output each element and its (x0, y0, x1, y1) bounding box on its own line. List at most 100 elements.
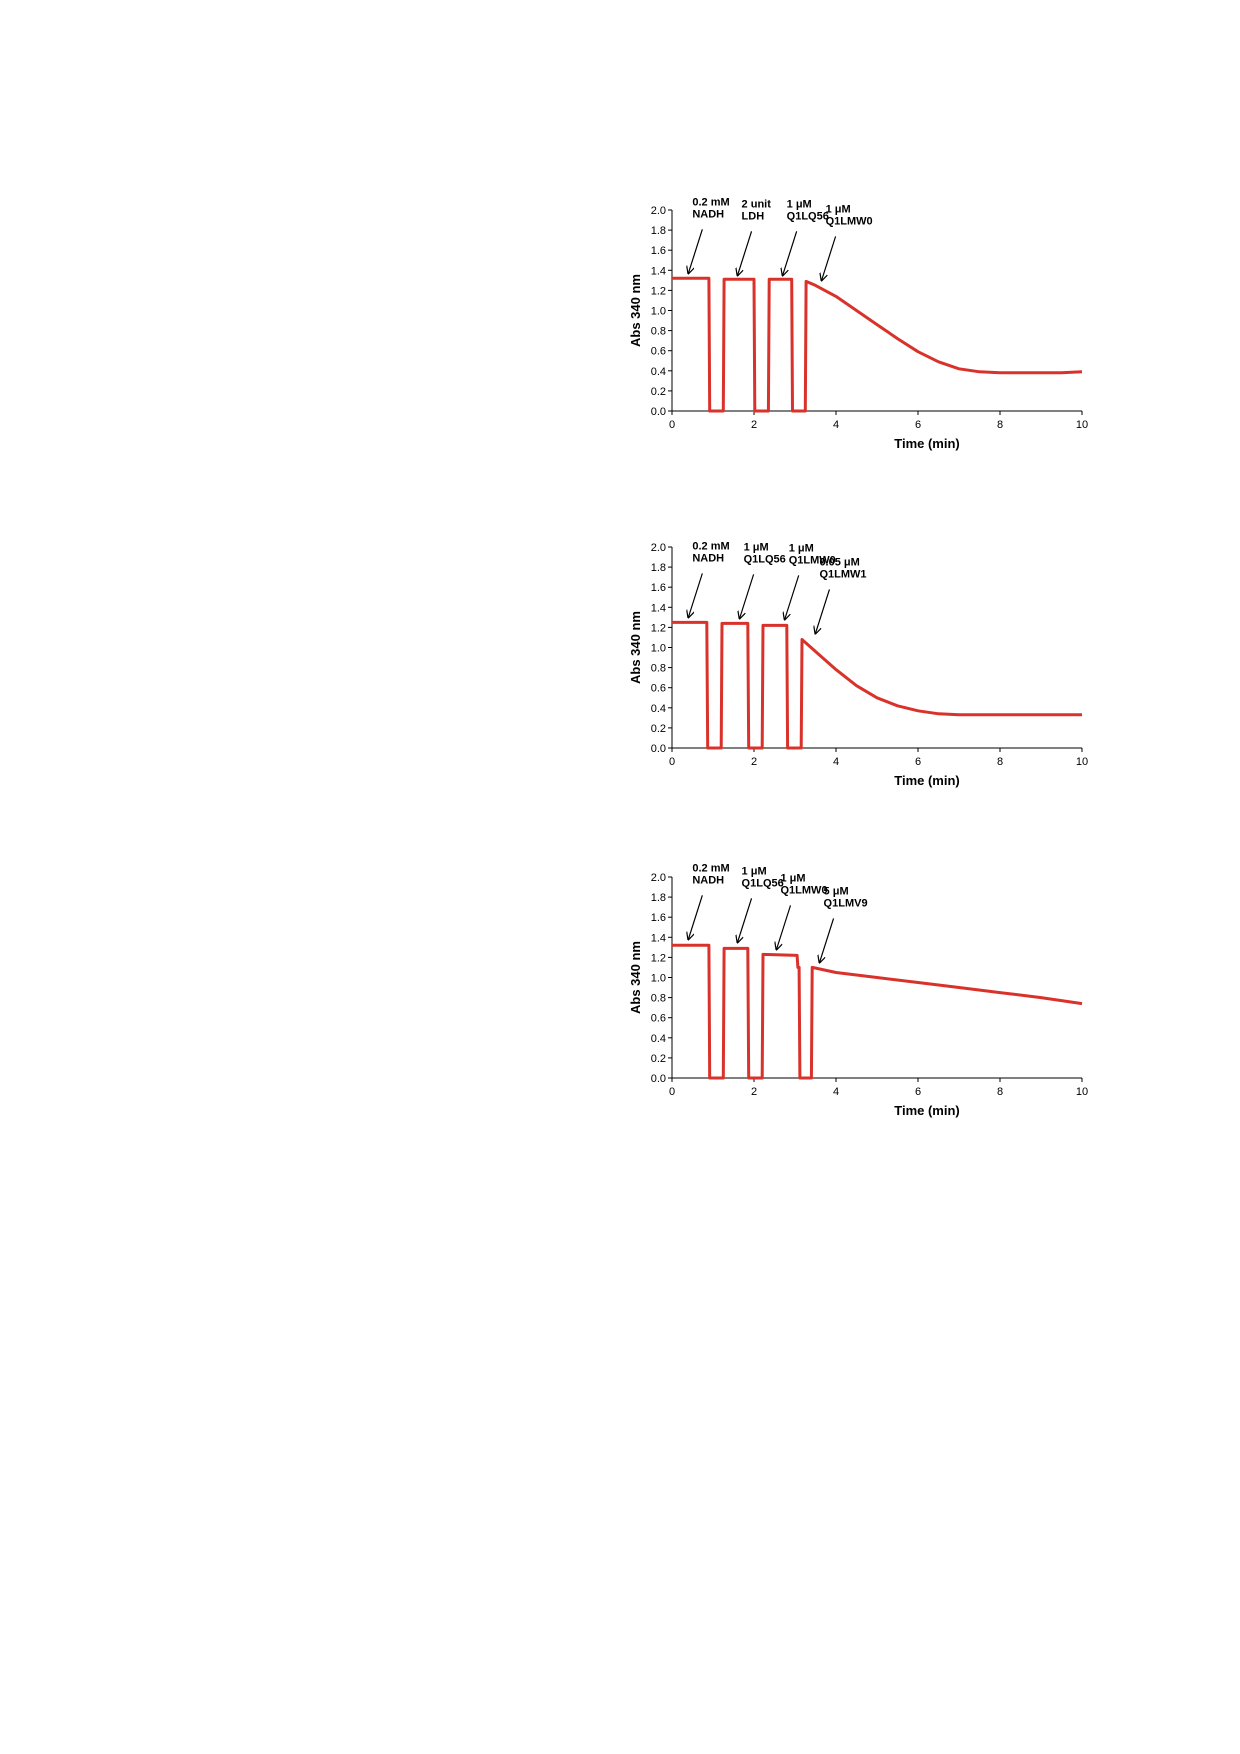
annotation-arrow (777, 905, 792, 949)
x-tick-label: 0 (669, 419, 675, 431)
y-axis-title: Abs 340 nm (628, 941, 643, 1014)
x-tick-label: 6 (915, 1086, 921, 1098)
x-tick-label: 0 (669, 756, 675, 768)
y-tick-label: 0.0 (651, 743, 666, 755)
y-tick-label: 1.6 (651, 912, 666, 924)
y-axis-title: Abs 340 nm (628, 611, 643, 684)
absorbance-trace (672, 943, 1083, 1080)
y-tick-label: 1.0 (651, 643, 666, 655)
y-tick-label: 1.4 (651, 265, 666, 277)
annotation-arrow (740, 574, 755, 618)
annotation-arrow (738, 231, 753, 275)
x-tick-label: 6 (915, 419, 921, 431)
chart-2-svg: 0.0 0.2 0.4 0.6 0.8 1.0 1.2 1.4 1.6 1.8 2.0 0 2 4 6 8 10… (628, 540, 1088, 788)
annotation-label: 0.2 mM (692, 196, 729, 208)
annotation-arrow (820, 918, 835, 962)
y-tick-label: 2.0 (651, 205, 666, 217)
annotation-arrow (783, 231, 798, 275)
chart-1-svg: 0.0 0.2 0.4 0.6 0.8 1.0 1.2 1.4 1.6 1.8 2.0 0 2 4 6 8 10… (628, 196, 1088, 451)
chart-3-svg: 0.0 0.2 0.4 0.6 0.8 1.0 1.2 1.4 1.6 1.8 2.0 0 2 4 6 8 10… (628, 862, 1088, 1118)
y-tick-label: 1.8 (651, 892, 666, 904)
x-axis-title: Time (min) (894, 1103, 960, 1118)
y-tick-label: 0.0 (651, 406, 666, 418)
y-tick-label: 0.6 (651, 683, 666, 695)
annotation-label: Q1LMW0 (781, 884, 828, 896)
y-tick-label: 1.4 (651, 602, 666, 614)
y-tick-label: 1.4 (651, 932, 666, 944)
annotation-label: 1 μM (744, 541, 769, 553)
annotation-label: Q1LMV9 (824, 897, 868, 909)
x-tick-label: 4 (833, 756, 839, 768)
annotation-label: 2 unit (742, 198, 772, 210)
x-tick-label: 2 (751, 756, 757, 768)
x-tick-label: 8 (997, 1086, 1003, 1098)
x-axis-title: Time (min) (894, 773, 960, 788)
annotation-arrow (688, 895, 703, 939)
annotation-label: Q1LQ56 (744, 553, 786, 565)
y-tick-label: 2.0 (651, 872, 666, 884)
y-tick-label: 0.6 (651, 346, 666, 358)
annotation-label: 1 μM (781, 872, 806, 884)
annotation-label: NADH (692, 552, 724, 564)
y-tick-label: 1.0 (651, 306, 666, 318)
y-tick-label: 0.6 (651, 1013, 666, 1025)
x-tick-label: 6 (915, 756, 921, 768)
annotation-label: NADH (692, 874, 724, 886)
y-tick-label: 1.2 (651, 622, 666, 634)
x-tick-label: 8 (997, 756, 1003, 768)
y-tick-label: 1.2 (651, 952, 666, 964)
y-tick-label: 1.2 (651, 285, 666, 297)
y-axis-title: Abs 340 nm (628, 274, 643, 347)
annotation-label: LDH (742, 210, 765, 222)
x-tick-label: 10 (1076, 756, 1088, 768)
annotation-label: Q1LQ56 (787, 210, 829, 222)
y-tick-label: 0.2 (651, 1053, 666, 1065)
y-tick-label: 1.6 (651, 582, 666, 594)
annotation-label: Q1LMW1 (819, 568, 866, 580)
annotation-label: NADH (692, 208, 724, 220)
y-tick-label: 0.2 (651, 723, 666, 735)
x-tick-label: 10 (1076, 419, 1088, 431)
y-tick-label: 0.4 (651, 366, 666, 378)
annotation-label: Q1LQ56 (742, 877, 784, 889)
annotation-arrow (688, 229, 703, 273)
annotation-label: Q1LMW0 (789, 554, 836, 566)
y-tick-label: 0.2 (651, 386, 666, 398)
annotation-label: 0.2 mM (692, 862, 729, 874)
y-tick-label: 1.0 (651, 973, 666, 985)
annotation-label: Q1LMW0 (826, 215, 873, 227)
y-tick-label: 1.8 (651, 562, 666, 574)
annotation-arrow (822, 236, 837, 280)
x-axis-title: Time (min) (894, 436, 960, 451)
y-tick-label: 0.8 (651, 993, 666, 1005)
annotation-label: 1 μM (789, 542, 814, 554)
y-tick-label: 2.0 (651, 542, 666, 554)
x-tick-label: 10 (1076, 1086, 1088, 1098)
y-tick-label: 0.4 (651, 703, 666, 715)
x-tick-label: 0 (669, 1086, 675, 1098)
y-tick-label: 1.6 (651, 245, 666, 257)
annotation-label: 1 μM (742, 865, 767, 877)
y-tick-label: 0.8 (651, 663, 666, 675)
absorbance-trace (672, 620, 1082, 750)
chart-panel-3: 0.0 0.2 0.4 0.6 0.8 1.0 1.2 1.4 1.6 1.8 2.0 0 2 4 6 8 10… (620, 862, 1160, 1142)
annotation-arrow (785, 575, 800, 619)
chart-panel-1: 0.0 0.2 0.4 0.6 0.8 1.0 1.2 1.4 1.6 1.8 2.0 0 2 4 6 8 10… (620, 195, 1160, 475)
absorbance-trace (672, 276, 1083, 413)
x-tick-label: 8 (997, 419, 1003, 431)
x-tick-label: 2 (751, 1086, 757, 1098)
x-tick-label: 4 (833, 419, 839, 431)
annotation-label: 5 μM (824, 885, 849, 897)
y-tick-label: 0.8 (651, 326, 666, 338)
annotation-arrow (815, 589, 831, 633)
x-tick-label: 2 (751, 419, 757, 431)
y-tick-label: 1.8 (651, 225, 666, 237)
y-tick-label: 0.4 (651, 1033, 666, 1045)
chart-panel-2: 0.0 0.2 0.4 0.6 0.8 1.0 1.2 1.4 1.6 1.8 2.0 0 2 4 6 8 10… (620, 532, 1160, 812)
annotation-arrow (688, 573, 703, 617)
annotation-label: 1 μM (826, 203, 851, 215)
annotation-arrow (738, 898, 753, 942)
x-tick-label: 4 (833, 1086, 839, 1098)
annotation-label: 1 μM (787, 198, 812, 210)
annotation-label: 0.05 μM (819, 556, 859, 568)
